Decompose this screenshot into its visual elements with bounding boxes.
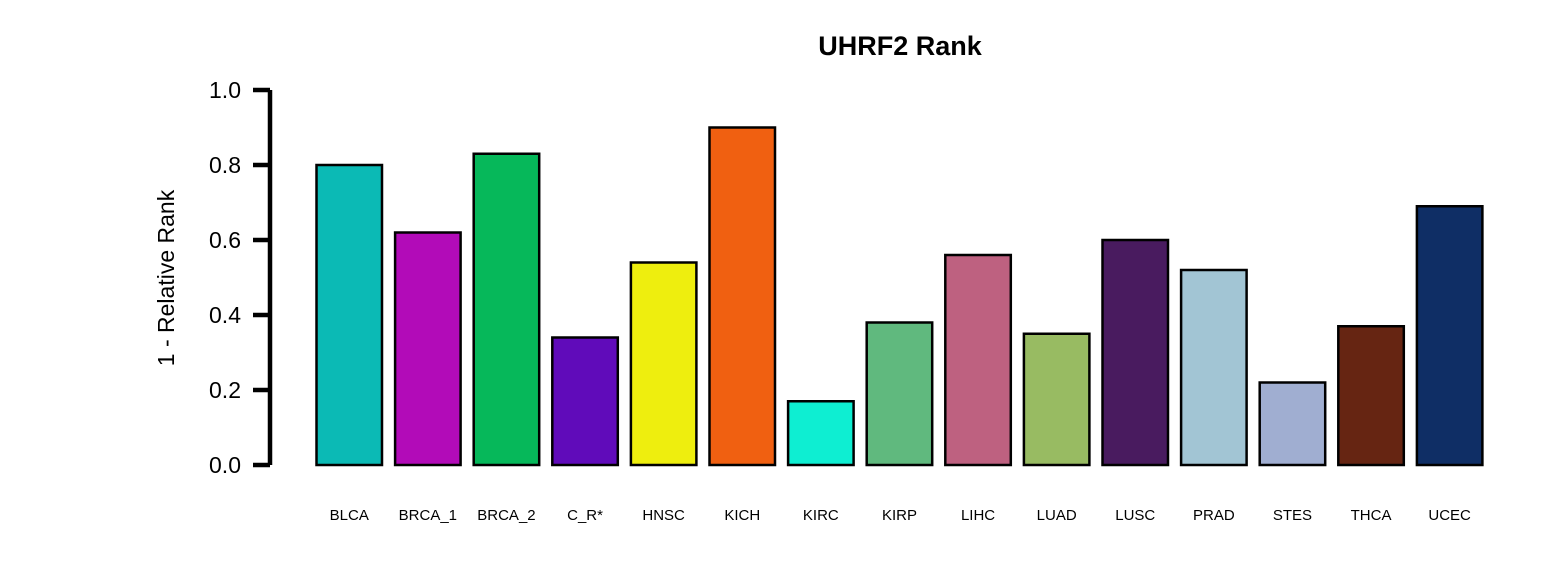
bar-blca — [315, 163, 384, 467]
y-tick-label: 0.6 — [209, 227, 241, 253]
x-tick-label: PRAD — [1193, 507, 1235, 524]
bar-prad — [1179, 268, 1248, 467]
bar-kirc — [786, 400, 855, 467]
x-tick-label: BRCA_1 — [399, 507, 457, 524]
y-tick-label: 0.0 — [209, 452, 241, 478]
x-tick-label: LUAD — [1037, 507, 1077, 524]
x-tick-label: LUSC — [1115, 507, 1155, 524]
x-tick-label: BLCA — [330, 507, 369, 524]
y-axis-ticks: 0.0 0.2 0.4 0.6 0.8 1.0 — [209, 77, 270, 478]
y-tick-label: 0.8 — [209, 152, 241, 178]
bar-lihc — [944, 253, 1013, 467]
x-axis-ticks: BLCA BRCA_1 BRCA_2 C_R* HNSC KICH KIRC KIRP LIHC… — [330, 507, 1471, 524]
x-tick-label: HNSC — [642, 507, 685, 524]
bar-stes — [1258, 381, 1327, 467]
chart-title: UHRF2 Rank — [818, 31, 983, 61]
bar-hnsc — [629, 261, 698, 467]
x-tick-label: THCA — [1351, 507, 1392, 524]
bar-brca-1 — [393, 231, 462, 467]
bar-ucec — [1415, 205, 1484, 467]
x-tick-label: C_R* — [567, 507, 603, 524]
bar-luad — [1022, 332, 1091, 467]
x-tick-label: STES — [1273, 507, 1312, 524]
bar-lusc — [1101, 238, 1170, 467]
y-tick-label: 0.4 — [209, 302, 241, 328]
x-tick-label: KIRC — [803, 507, 839, 524]
bar-thca — [1337, 325, 1406, 467]
bar-brca-2 — [472, 152, 541, 467]
x-tick-label: LIHC — [961, 507, 995, 524]
bar-kich — [708, 126, 777, 467]
x-tick-label: UCEC — [1428, 507, 1471, 524]
y-axis-label: 1 - Relative Rank — [153, 189, 179, 366]
x-tick-label: KIRP — [882, 507, 917, 524]
y-tick-label: 1.0 — [209, 77, 241, 103]
bars-group — [315, 126, 1484, 467]
bar-c-r — [551, 336, 620, 467]
bar-kirp — [865, 321, 934, 467]
y-tick-label: 0.2 — [209, 377, 241, 403]
x-tick-label: BRCA_2 — [477, 507, 535, 524]
x-tick-label: KICH — [724, 507, 760, 524]
